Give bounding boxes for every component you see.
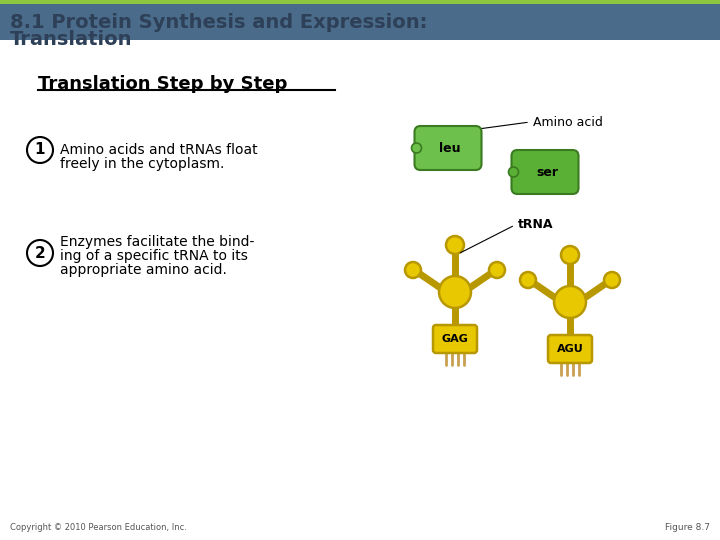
Circle shape <box>405 262 421 278</box>
Text: AGU: AGU <box>557 344 583 354</box>
Circle shape <box>489 262 505 278</box>
Text: GAG: GAG <box>441 334 469 344</box>
Circle shape <box>561 246 579 264</box>
Text: Enzymes facilitate the bind-: Enzymes facilitate the bind- <box>60 235 254 249</box>
Circle shape <box>439 276 471 308</box>
FancyBboxPatch shape <box>415 126 482 170</box>
Circle shape <box>604 272 620 288</box>
Circle shape <box>520 272 536 288</box>
Circle shape <box>554 286 586 318</box>
Circle shape <box>446 236 464 254</box>
Text: freely in the cytoplasm.: freely in the cytoplasm. <box>60 157 225 171</box>
Text: Copyright © 2010 Pearson Education, Inc.: Copyright © 2010 Pearson Education, Inc. <box>10 523 187 532</box>
Text: tRNA: tRNA <box>518 219 554 232</box>
Text: 1: 1 <box>35 143 45 158</box>
Text: appropriate amino acid.: appropriate amino acid. <box>60 263 227 277</box>
FancyBboxPatch shape <box>548 335 592 363</box>
Text: 8.1 Protein Synthesis and Expression:: 8.1 Protein Synthesis and Expression: <box>10 13 428 32</box>
FancyBboxPatch shape <box>0 0 720 40</box>
Text: Translation Step by Step: Translation Step by Step <box>38 75 287 93</box>
Text: 2: 2 <box>35 246 45 260</box>
Text: ing of a specific tRNA to its: ing of a specific tRNA to its <box>60 249 248 263</box>
Text: Amino acid: Amino acid <box>533 116 603 129</box>
Circle shape <box>27 240 53 266</box>
Text: Translation: Translation <box>10 30 132 49</box>
Text: Amino acids and tRNAs float: Amino acids and tRNAs float <box>60 143 258 157</box>
FancyBboxPatch shape <box>433 325 477 353</box>
Text: Figure 8.7: Figure 8.7 <box>665 523 710 532</box>
FancyBboxPatch shape <box>0 0 720 4</box>
Circle shape <box>412 143 421 153</box>
Circle shape <box>27 137 53 163</box>
Text: ser: ser <box>536 165 558 179</box>
FancyBboxPatch shape <box>511 150 578 194</box>
Circle shape <box>508 167 518 177</box>
Text: leu: leu <box>439 141 461 154</box>
